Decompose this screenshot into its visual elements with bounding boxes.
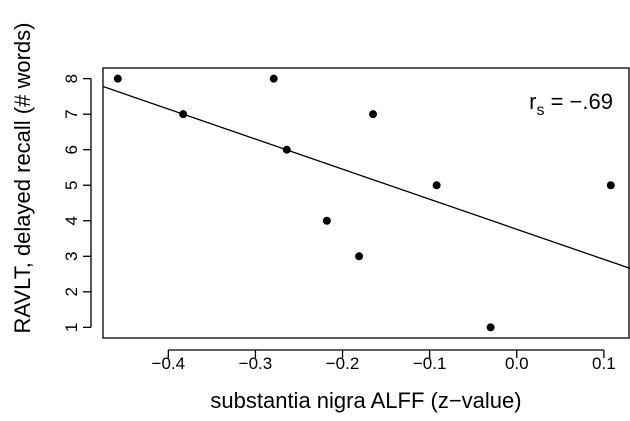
y-tick-label: 7 [62, 109, 81, 118]
data-point-8 [432, 181, 441, 190]
y-axis: 1 2 3 4 5 6 7 8 [62, 74, 92, 332]
y-tick-label: 1 [62, 323, 81, 332]
annotation-subscript: s [536, 102, 544, 119]
plot-frame [102, 67, 630, 339]
y-tick-label: 8 [62, 74, 81, 83]
x-axis: −0.4 −0.3 −0.2 −0.1 0.0 0.1 [152, 349, 616, 373]
x-tick-label: 0.1 [592, 354, 616, 373]
y-tick-label: 3 [62, 252, 81, 261]
x-tick-label: −0.2 [326, 354, 360, 373]
x-tick-label: −0.3 [239, 354, 273, 373]
x-tick-label: 0.0 [505, 354, 529, 373]
y-tick-label: 6 [62, 145, 81, 154]
data-point-6 [355, 252, 364, 261]
y-axis-title: RAVLT, delayed recall (# words) [10, 23, 35, 334]
data-point-4 [282, 145, 291, 154]
data-point-1 [113, 74, 122, 83]
correlation-annotation: rs = −.69 [529, 89, 613, 119]
x-tick-label: −0.4 [152, 354, 186, 373]
data-point-10 [606, 181, 615, 190]
data-point-2 [179, 110, 188, 119]
plot-area [102, 67, 630, 339]
annotation-r: r [529, 89, 536, 114]
x-tick-label: −0.1 [413, 354, 447, 373]
x-axis-title: substantia nigra ALFF (z−value) [210, 388, 521, 413]
data-point-7 [369, 110, 378, 119]
regression-line [102, 85, 630, 269]
y-tick-label: 5 [62, 181, 81, 190]
annotation-value: = −.69 [544, 89, 613, 114]
data-point-5 [322, 216, 331, 225]
y-tick-label: 2 [62, 287, 81, 296]
data-point-3 [269, 74, 278, 83]
y-tick-label: 4 [62, 216, 81, 225]
data-point-9 [486, 323, 495, 332]
